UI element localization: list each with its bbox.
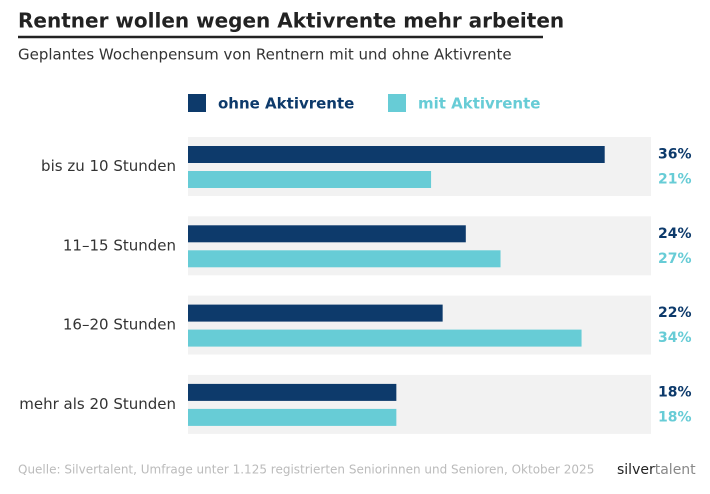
value-label: 34% xyxy=(658,330,692,346)
logo-part: talent xyxy=(655,462,696,478)
value-label: 21% xyxy=(658,172,692,188)
category-label: bis zu 10 Stunden xyxy=(41,157,176,175)
legend-swatch xyxy=(188,94,206,112)
bar xyxy=(188,408,397,426)
bar xyxy=(188,171,432,188)
legend-label: ohne Aktivrente xyxy=(218,95,354,113)
bar xyxy=(188,146,605,163)
value-label: 36% xyxy=(658,147,692,163)
bar xyxy=(188,304,443,322)
chart-title: Rentner wollen wegen Aktivrente mehr arb… xyxy=(18,9,564,33)
legend-label: mit Aktivrente xyxy=(418,95,540,113)
value-label: 18% xyxy=(658,384,692,400)
logo-part: silver xyxy=(617,462,655,478)
value-label: 18% xyxy=(658,409,692,425)
bar xyxy=(188,383,397,401)
legend-swatch xyxy=(388,94,406,112)
category-label: 11–15 Stunden xyxy=(63,236,176,254)
logo: silvertalent xyxy=(617,462,696,478)
value-label: 24% xyxy=(658,226,692,242)
bar xyxy=(188,250,501,268)
bar xyxy=(188,225,466,243)
source-note: Quelle: Silvertalent, Umfrage unter 1.12… xyxy=(18,463,594,477)
bar xyxy=(188,329,582,347)
category-label: 16–20 Stunden xyxy=(63,316,176,334)
value-label: 27% xyxy=(658,251,692,267)
chart-subtitle: Geplantes Wochenpensum von Rentnern mit … xyxy=(18,46,512,64)
category-label: mehr als 20 Stunden xyxy=(19,395,176,413)
value-label: 22% xyxy=(658,305,692,321)
